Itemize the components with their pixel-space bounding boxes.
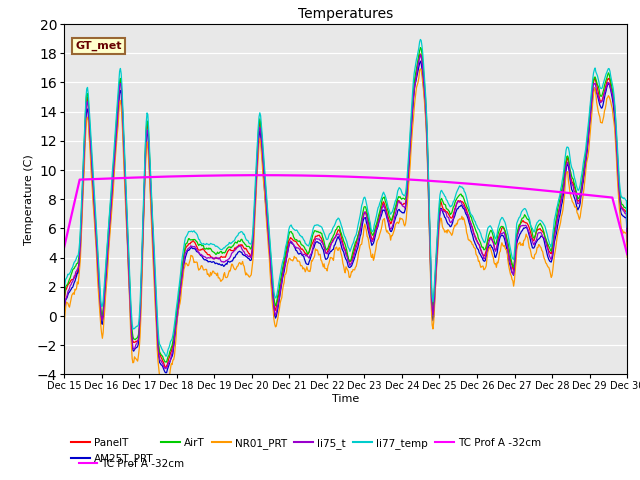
- Y-axis label: Temperature (C): Temperature (C): [24, 154, 34, 245]
- Text: GT_met: GT_met: [76, 40, 122, 51]
- X-axis label: Time: Time: [332, 394, 359, 404]
- Legend: TC Prof A -32cm: TC Prof A -32cm: [74, 455, 189, 473]
- Title: Temperatures: Temperatures: [298, 8, 393, 22]
